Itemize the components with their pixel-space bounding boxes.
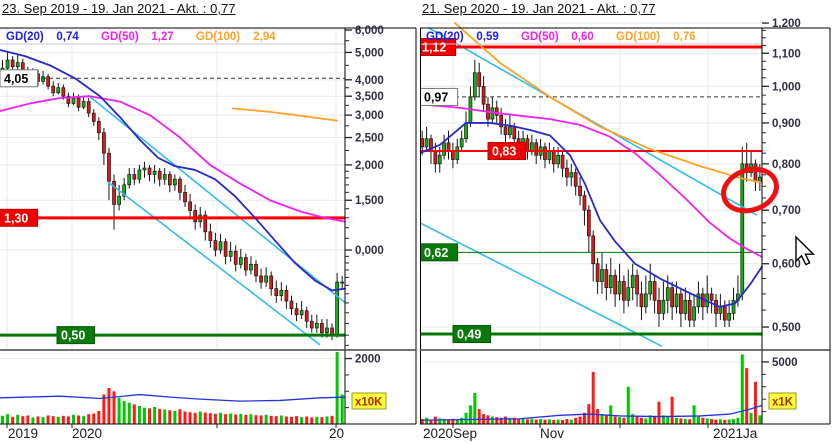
trend-line	[107, 181, 321, 346]
svg-text:2020: 2020	[72, 426, 102, 441]
svg-text:2020Sep: 2020Sep	[423, 426, 477, 441]
svg-text:Nov: Nov	[540, 426, 564, 441]
chart-title: 23. Sep 2019 - 19. Jan 2021 - Akt. : 0,7…	[2, 1, 236, 16]
volume-unit-badge: x10K	[351, 392, 387, 410]
svg-text:GD(50): GD(50)	[101, 31, 139, 43]
ma-legend: GD(20) 0,59 GD(50) 0,60 GD(100) 0,76	[426, 31, 696, 43]
svg-text:2,94: 2,94	[253, 31, 276, 43]
svg-text:0,800: 0,800	[772, 159, 801, 171]
gd50-line	[420, 103, 763, 258]
svg-text:0,700: 0,700	[772, 205, 801, 217]
x-axis[interactable]: 2020Sep Nov 2021Ja	[423, 424, 758, 441]
svg-text:2000: 2000	[355, 354, 381, 366]
chart-panel-long-range[interactable]: 23. Sep 2019 - 19. Jan 2021 - Akt. : 0,7…	[0, 0, 417, 443]
price-axis[interactable]: 6,000 5,000 4,000 3,500 3,000 2,500 2,000 1,500…	[345, 25, 384, 409]
svg-text:0,600: 0,600	[772, 259, 801, 271]
svg-text:x1K: x1K	[772, 397, 794, 409]
svg-text:GD(50): GD(50)	[521, 31, 559, 43]
svg-text:0,50: 0,50	[61, 329, 85, 343]
gridlines	[420, 22, 762, 363]
svg-text:0,76: 0,76	[673, 31, 695, 43]
volume-bars	[1, 352, 344, 424]
svg-text:3,500: 3,500	[355, 91, 384, 103]
svg-text:0,74: 0,74	[56, 31, 79, 43]
gd50-line	[0, 95, 346, 223]
volume-ma-line	[0, 393, 346, 402]
level-label: 4,05	[0, 69, 39, 88]
level-label: 1,30	[0, 208, 39, 227]
ma-legend: GD(20) 0,74 GD(50) 1,27 GD(100) 2,94	[6, 31, 276, 43]
highlight-ellipse-annotation	[721, 166, 779, 214]
gd20-line	[0, 49, 346, 292]
chart-title: 21. Sep 2020 - 19. Jan 2021 - Akt. : 0,7…	[422, 1, 656, 16]
svg-text:2021Ja: 2021Ja	[713, 426, 758, 441]
svg-text:0,000: 0,000	[355, 245, 384, 257]
svg-text:0,62: 0,62	[424, 246, 448, 260]
svg-text:GD(100): GD(100)	[616, 31, 660, 43]
left-chart-canvas[interactable]: 4,05 1,30 0,50 GD(20) 0,74 GD(50) 1,27 GD(100) 2…	[0, 0, 417, 443]
svg-text:0,49: 0,49	[457, 328, 481, 342]
candles	[420, 59, 762, 328]
trend-line	[420, 222, 663, 348]
svg-text:0,59: 0,59	[476, 31, 498, 43]
svg-text:0,83: 0,83	[492, 145, 516, 159]
svg-text:GD(100): GD(100)	[196, 31, 240, 43]
svg-text:4,05: 4,05	[4, 72, 28, 86]
svg-text:5,000: 5,000	[355, 47, 384, 59]
svg-text:1,000: 1,000	[772, 81, 801, 93]
level-label: 0,62	[420, 243, 459, 262]
volume-bars	[420, 354, 762, 424]
svg-text:x10K: x10K	[355, 397, 383, 409]
volume-unit-badge: x1K	[768, 392, 797, 410]
svg-text:1,200: 1,200	[772, 18, 801, 30]
chart-frame	[420, 27, 831, 425]
svg-text:0,97: 0,97	[424, 90, 448, 104]
svg-text:GD(20): GD(20)	[6, 31, 44, 43]
level-label: 0,97	[420, 87, 459, 106]
svg-text:1,100: 1,100	[772, 48, 801, 60]
level-label: 0,50	[56, 326, 96, 345]
level-label: 0,83	[487, 142, 527, 161]
svg-text:2,000: 2,000	[355, 160, 384, 172]
svg-text:1,27: 1,27	[151, 31, 173, 43]
svg-text:1,30: 1,30	[4, 211, 28, 225]
svg-text:0,500: 0,500	[772, 322, 801, 334]
gd100-line	[232, 107, 338, 122]
svg-text:0,60: 0,60	[571, 31, 593, 43]
candles	[0, 52, 345, 341]
svg-text:4,000: 4,000	[355, 75, 384, 87]
svg-text:0,900: 0,900	[772, 118, 801, 130]
svg-text:GD(20): GD(20)	[426, 31, 464, 43]
level-label: 0,49	[452, 325, 492, 344]
volume-ma-line	[420, 404, 763, 421]
x-axis[interactable]: 2019 2020 20	[6, 424, 344, 441]
price-axis[interactable]: 1,200 1,100 1,000 0,900 0,800 0,700 0,600 0,500…	[762, 18, 801, 413]
svg-text:3,000: 3,000	[355, 110, 384, 122]
svg-text:2,500: 2,500	[355, 133, 384, 145]
gd20-line	[420, 122, 763, 308]
svg-text:5000: 5000	[772, 357, 798, 369]
svg-text:1,500: 1,500	[355, 195, 384, 207]
chart-panel-short-range[interactable]: 21. Sep 2020 - 19. Jan 2021 - Akt. : 0,7…	[420, 0, 836, 443]
svg-text:2019: 2019	[8, 426, 38, 441]
svg-text:20: 20	[329, 426, 344, 441]
svg-text:6,000: 6,000	[355, 25, 384, 37]
